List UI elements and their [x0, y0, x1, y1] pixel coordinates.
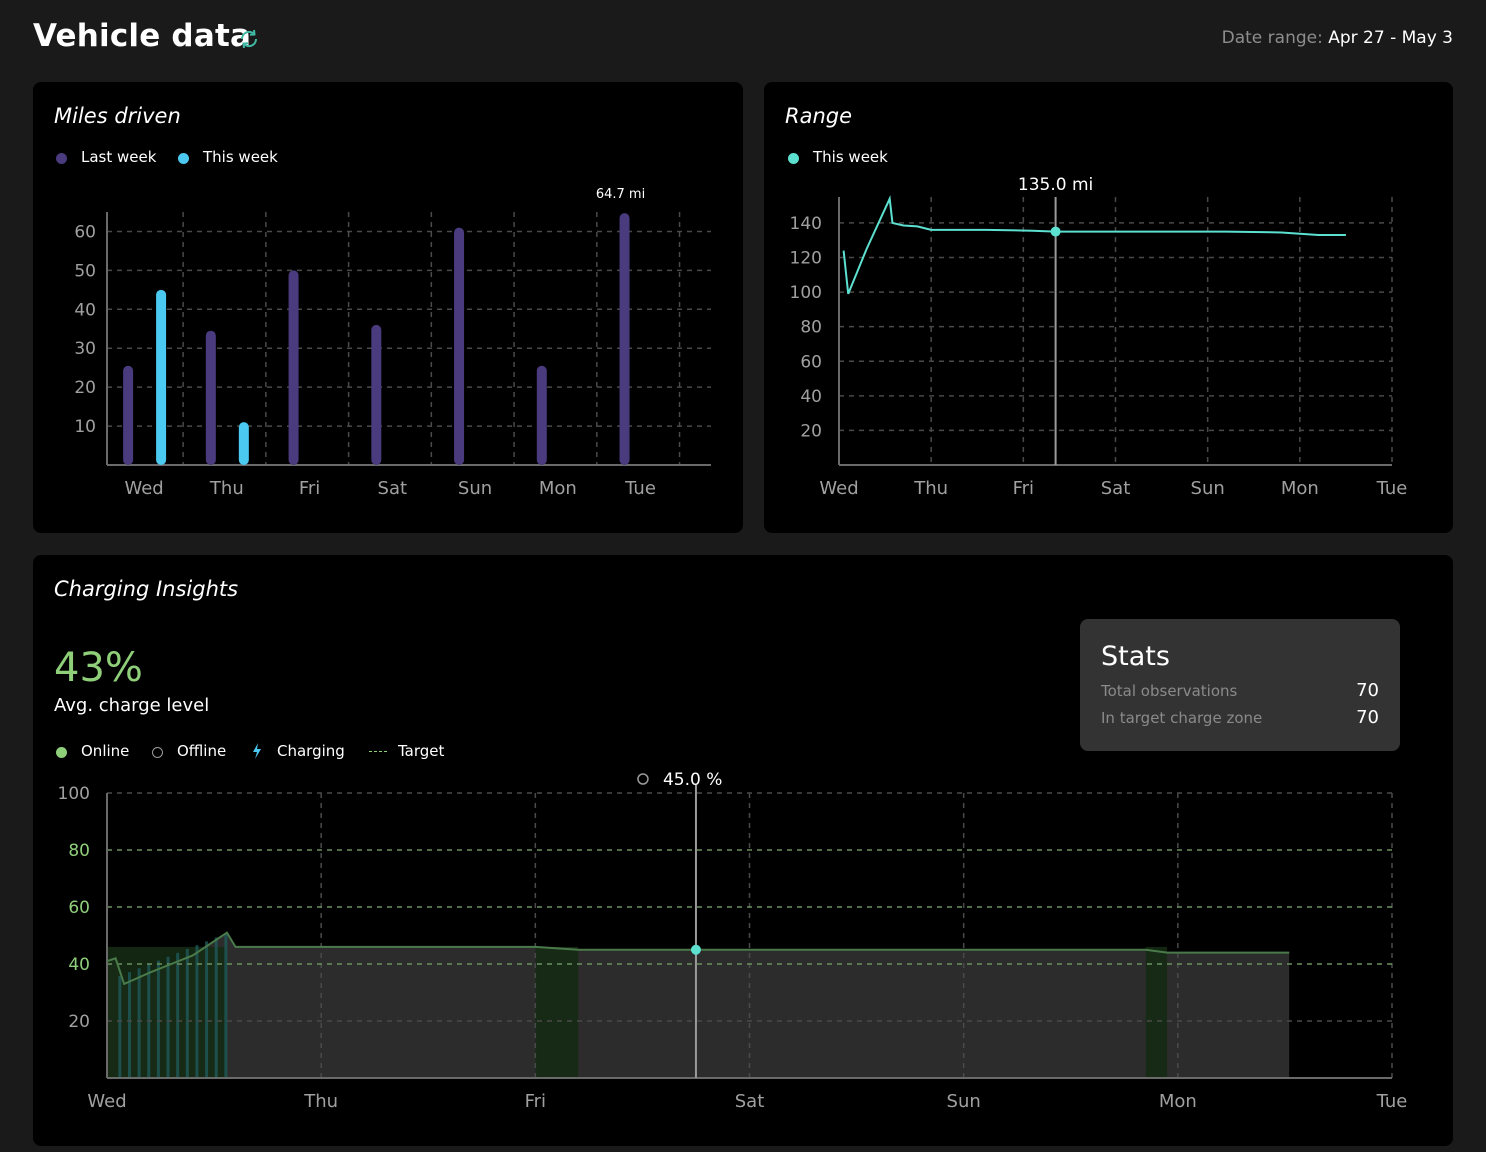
- y-tick-label: 20: [74, 378, 96, 398]
- y-tick-label: 60: [800, 352, 822, 372]
- date-range-label: Date range:: [1221, 28, 1323, 48]
- x-tick-label: Wed: [124, 478, 163, 499]
- range-chart: Wed Thu Fri Sat Sun Mon Tue 20 40 60 80 100 120 140 13…: [790, 175, 1408, 499]
- x-tick-label: Mon: [1159, 1091, 1197, 1112]
- y-tick-label: 40: [68, 955, 90, 975]
- page-header: Vehicle data Date range: Apr 27 - May 3: [33, 18, 1453, 62]
- bar-last-week: [288, 270, 299, 465]
- x-tick-label: Mon: [539, 478, 577, 499]
- stats-panel: Stats Total observations 70 In target ch…: [1080, 619, 1400, 751]
- avg-charge-label: Avg. charge level: [54, 695, 210, 716]
- miles-driven-chart: 10 20 30 40 50 60 Wed Thu Fri Sat Sun Mon Tue 64.7 mi: [74, 187, 711, 499]
- offline-circle-icon: [637, 773, 649, 785]
- x-tick-label: Fri: [1013, 478, 1034, 499]
- x-tick-label: Thu: [913, 478, 948, 499]
- date-range[interactable]: Date range: Apr 27 - May 3: [1222, 28, 1453, 48]
- bar-this-week: [238, 422, 249, 465]
- refresh-icon[interactable]: [236, 26, 262, 52]
- hover-label: 45.0 %: [663, 770, 722, 790]
- x-tick-label: Fri: [299, 478, 320, 499]
- x-tick-label: Sun: [1191, 478, 1225, 499]
- stats-row-label: In target charge zone: [1101, 709, 1263, 727]
- card-title: Miles driven: [54, 104, 181, 128]
- y-tick-label: 20: [800, 421, 822, 441]
- bar-this-week: [156, 289, 167, 465]
- x-tick-label: Sat: [378, 478, 408, 499]
- x-tick-label: Sun: [458, 478, 492, 499]
- charge-area: [107, 932, 1290, 1078]
- y-tick-label: 80: [800, 318, 822, 338]
- bar-last-week: [454, 227, 465, 465]
- x-tick-label: Tue: [624, 478, 656, 499]
- x-tick-label: Tue: [1376, 478, 1408, 499]
- x-tick-label: Fri: [525, 1091, 546, 1112]
- stats-row-value: 70: [1356, 707, 1379, 728]
- x-tick-label: Thu: [209, 478, 244, 499]
- charge-line: [106, 931, 1290, 986]
- y-tick-label: 80: [68, 841, 90, 861]
- legend-label: This week: [203, 148, 278, 166]
- stats-row: In target charge zone 70: [1101, 707, 1379, 729]
- legend-label: Last week: [81, 148, 157, 166]
- legend-dot-icon: [178, 153, 189, 164]
- x-tick-label: Sat: [735, 1091, 765, 1112]
- offline-circle-icon: [152, 747, 163, 758]
- legend-label: Offline: [177, 742, 227, 760]
- legend-label: Online: [81, 742, 130, 760]
- stats-row-value: 70: [1356, 680, 1379, 701]
- x-tick-label: Sat: [1101, 478, 1131, 499]
- y-tick-label: 100: [58, 784, 90, 804]
- bar-last-week: [371, 324, 382, 465]
- online-segment: [535, 946, 579, 1078]
- online-segment: [1145, 946, 1168, 1078]
- legend-label: This week: [813, 148, 888, 166]
- online-dot-icon: [56, 747, 67, 758]
- bar-last-week: [205, 330, 216, 465]
- y-tick-label: 50: [74, 261, 96, 281]
- y-tick-label: 140: [790, 214, 822, 234]
- card-title: Charging Insights: [54, 577, 239, 601]
- y-tick-label: 20: [68, 1012, 90, 1032]
- lightning-bolt-icon: [252, 743, 262, 763]
- hover-point: [690, 944, 701, 955]
- avg-charge-value: 43%: [54, 645, 143, 691]
- stats-title: Stats: [1101, 641, 1170, 672]
- y-tick-label: 40: [800, 387, 822, 407]
- y-tick-label: 30: [74, 339, 96, 359]
- y-tick-label: 100: [790, 283, 822, 303]
- bar-last-week: [536, 365, 547, 465]
- page-title: Vehicle data: [33, 18, 252, 54]
- legend-dot-icon: [56, 153, 67, 164]
- y-tick-label: 120: [790, 249, 822, 269]
- legend-label: Charging: [277, 742, 345, 760]
- dashed-line-icon: [369, 751, 387, 752]
- y-tick-label: 10: [74, 417, 96, 437]
- stats-row-label: Total observations: [1101, 682, 1238, 700]
- x-tick-label: Wed: [819, 478, 858, 499]
- date-range-value: Apr 27 - May 3: [1328, 28, 1453, 48]
- x-tick-label: Sun: [947, 1091, 981, 1112]
- x-tick-label: Mon: [1281, 478, 1319, 499]
- y-tick-label: 40: [74, 300, 96, 320]
- range-card: Range This week Wed Thu Fri Sat Sun Mon Tue 20 4…: [764, 82, 1453, 533]
- legend-dot-icon: [788, 153, 799, 164]
- x-tick-label: Thu: [303, 1091, 338, 1112]
- y-tick-label: 60: [68, 898, 90, 918]
- card-title: Range: [785, 104, 853, 128]
- bar-last-week: [123, 365, 134, 465]
- range-line: [842, 195, 1346, 295]
- bar-annotation: 64.7 mi: [596, 187, 645, 202]
- x-tick-label: Tue: [1376, 1091, 1408, 1112]
- bar-last-week: [619, 213, 630, 465]
- stats-row: Total observations 70: [1101, 680, 1379, 702]
- charging-insights-card: Charging Insights 43% Avg. charge level …: [33, 555, 1453, 1146]
- y-tick-label: 60: [74, 222, 96, 242]
- hover-point: [1050, 226, 1061, 237]
- miles-driven-card: Miles driven Last week This week 10 20 30 4…: [33, 82, 743, 533]
- charging-chart: Wed Thu Fri Sat Sun Mon Tue 20 40 60 80 100 45.0 %: [58, 770, 1408, 1112]
- legend-label: Target: [398, 742, 445, 760]
- x-tick-label: Wed: [87, 1091, 126, 1112]
- hover-label: 135.0 mi: [1018, 175, 1093, 195]
